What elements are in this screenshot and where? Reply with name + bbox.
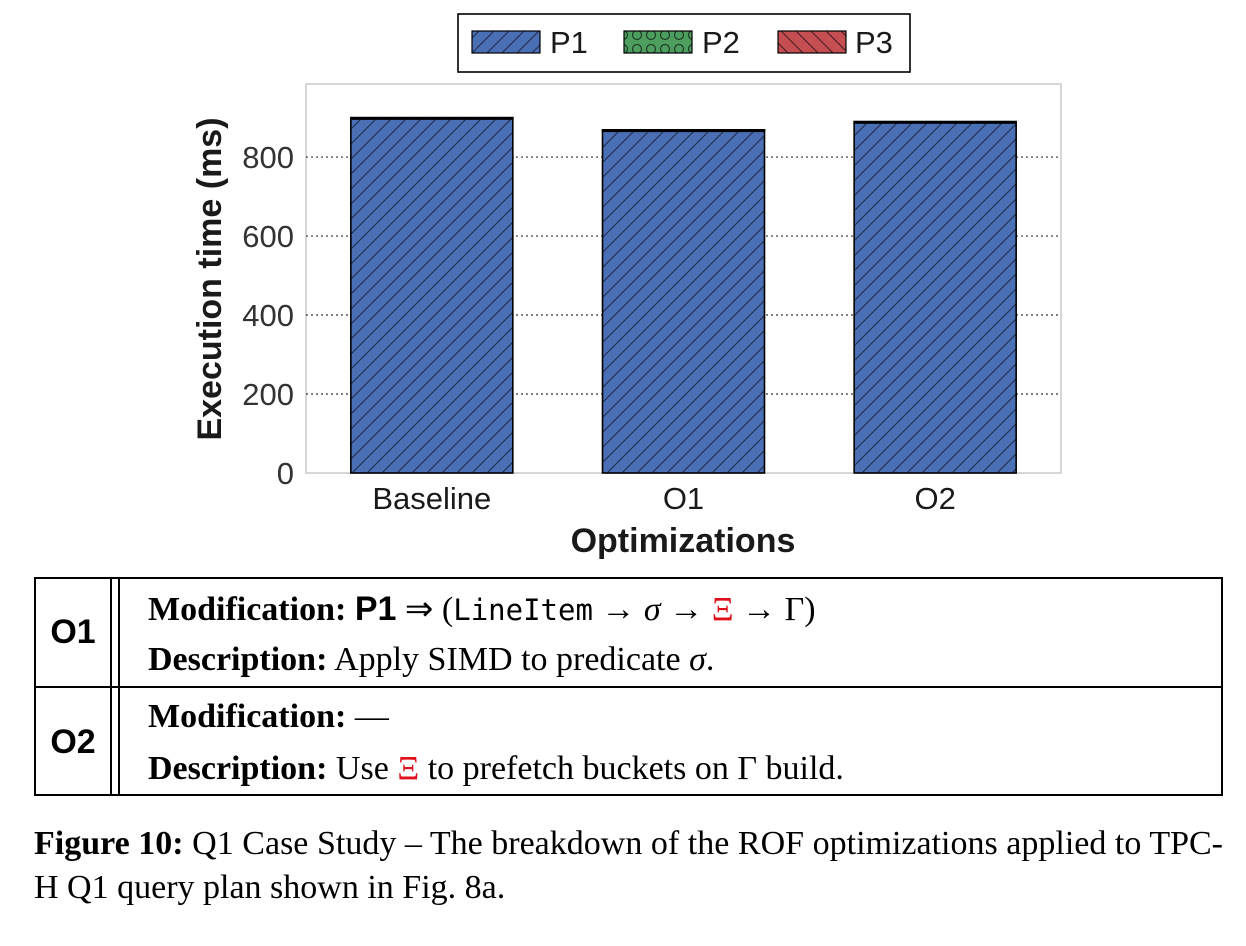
arrow: →	[669, 591, 704, 628]
description-text: to prefetch buckets on Γ build.	[427, 750, 844, 787]
bars	[350, 116, 1017, 474]
bar-p3-baseline	[350, 116, 514, 120]
x-tick-labels: Baseline O1 O2	[372, 481, 955, 516]
execution-time-chart: P1 P2 P3 0 200 400 600 800 Baseline O1 O2 Exec…	[191, 13, 1062, 560]
figure-number: Figure 10:	[34, 825, 184, 862]
sigma-symbol: σ	[689, 641, 706, 678]
table-row-o2: O2 Modification: — Description: Use Ξ to…	[36, 688, 1221, 796]
y-axis-label: Execution time (ms)	[191, 117, 229, 440]
caption-text: Q1 Case Study – The breakdown of the ROF…	[34, 825, 1224, 906]
legend-label-p3: P3	[855, 25, 893, 60]
column-divider	[118, 688, 120, 796]
source-table: LineItem	[453, 593, 593, 627]
period: .	[705, 641, 715, 678]
x-tick-label: O2	[914, 481, 955, 516]
bar-p1-baseline	[350, 117, 514, 474]
modification-label: Modification:	[148, 591, 347, 628]
arrow: →	[742, 591, 777, 628]
modification-label: Modification:	[148, 698, 347, 735]
column-divider	[118, 579, 120, 686]
bar-p1-o2	[853, 121, 1017, 474]
column-divider	[110, 579, 112, 686]
row-id: O1	[50, 613, 96, 651]
modification-line: Modification: P1 ⇒ (LineItem → σ → Ξ → Γ…	[148, 589, 816, 629]
chart-legend: P1 P2 P3	[457, 13, 911, 73]
gamma-symbol: Γ	[784, 591, 805, 628]
description-line: Description: Apply SIMD to predicate σ.	[148, 641, 714, 679]
legend-label-p1: P1	[550, 25, 588, 60]
y-tick-label: 0	[277, 456, 294, 491]
arrow: →	[601, 591, 636, 628]
legend-swatch-p1	[471, 30, 541, 54]
y-tick-label: 400	[242, 298, 294, 333]
expr-close: )	[804, 591, 816, 628]
x-tick-label: O1	[663, 481, 704, 516]
xi-symbol: Ξ	[711, 591, 734, 628]
bar-p3-o1	[601, 129, 766, 133]
legend-label-p2: P2	[702, 25, 740, 60]
description-label: Description:	[148, 641, 328, 678]
column-divider	[110, 688, 112, 796]
pipeline-name: P1	[354, 590, 397, 628]
bar-p1-o1	[601, 129, 766, 474]
modification-line: Modification: —	[148, 698, 389, 736]
expr-open: (	[441, 591, 454, 628]
optimization-table: O1 Modification: P1 ⇒ (LineItem → σ → Ξ …	[34, 577, 1223, 796]
bar-p3-o2	[853, 120, 1017, 124]
y-tick-label: 200	[242, 377, 294, 412]
legend-swatch-p3	[777, 30, 847, 54]
implies-arrow: ⇒	[404, 591, 434, 628]
sigma-symbol: σ	[643, 591, 661, 628]
x-axis-label: Optimizations	[571, 522, 796, 560]
table-row-o1: O1 Modification: P1 ⇒ (LineItem → σ → Ξ …	[36, 579, 1221, 688]
description-text: Use	[335, 750, 389, 787]
description-line: Description: Use Ξ to prefetch buckets o…	[148, 750, 844, 788]
description-label: Description:	[148, 750, 328, 787]
y-tick-labels: 0 200 400 600 800	[242, 140, 294, 491]
x-tick-label: Baseline	[372, 481, 491, 516]
figure-caption: Figure 10: Q1 Case Study – The breakdown…	[34, 822, 1223, 910]
xi-symbol: Ξ	[397, 750, 420, 787]
y-tick-label: 800	[242, 140, 294, 175]
legend-swatch-p2	[623, 30, 693, 54]
y-tick-label: 600	[242, 219, 294, 254]
row-id: O2	[50, 722, 96, 761]
description-text: Apply SIMD to predicate	[334, 641, 681, 678]
modification-text: —	[354, 698, 389, 735]
